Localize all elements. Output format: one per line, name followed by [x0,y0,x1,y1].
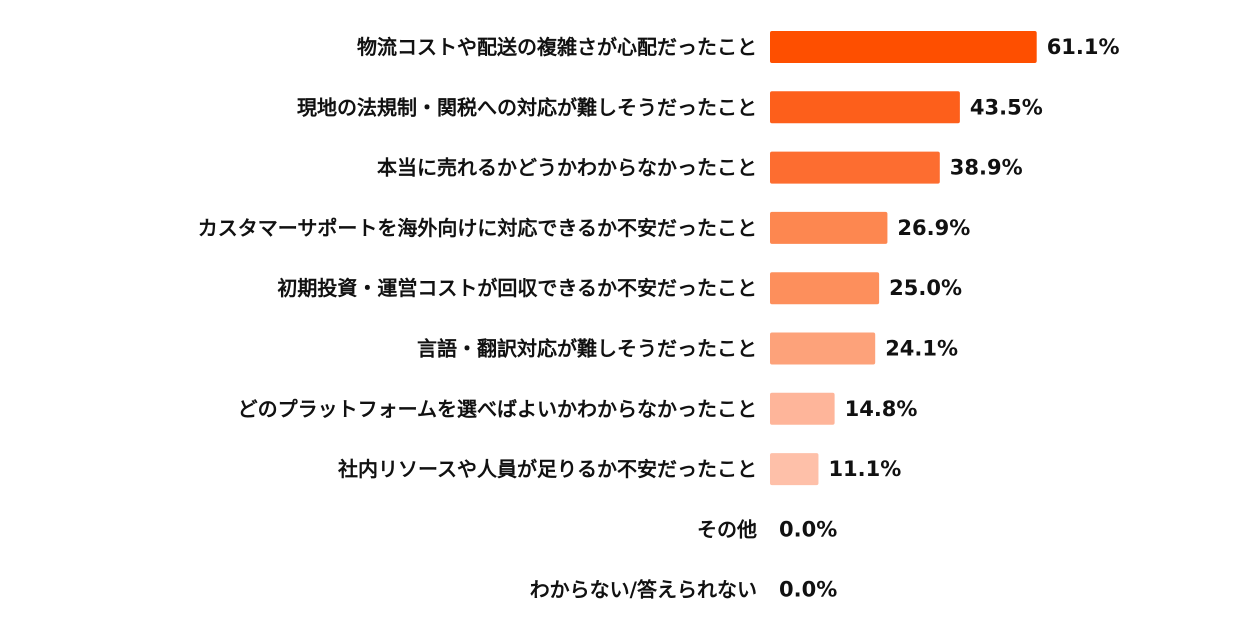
bar-row: 現地の法規制・関税への対応が難しそうだったこと 43.5% [297,91,1043,124]
bar [770,272,880,305]
value-label: 26.9% [897,216,970,240]
value-label: 24.1% [885,337,958,361]
bar-row: 本当に売れるかどうかわからなかったこと 38.9% [377,151,1023,184]
bar-row: 言語・翻訳対応が難しそうだったこと 24.1% [417,332,958,365]
bar-row: 初期投資・運営コストが回収できるか不安だったこと 25.0% [277,272,962,305]
category-label: 初期投資・運営コストが回収できるか不安だったこと [277,276,757,300]
value-label: 43.5% [970,95,1043,119]
bar-row: 社内リソースや人員が足りるか不安だったこと 11.1% [337,453,901,486]
category-label: 物流コストや配送の複雑さが心配だったこと [357,35,757,59]
value-label: 0.0% [779,578,837,602]
value-label: 25.0% [889,276,962,300]
category-label: その他 [697,517,757,541]
bar [770,31,1037,63]
value-label: 11.1% [828,457,901,481]
bar [770,211,888,244]
value-label: 0.0% [779,517,837,541]
category-label: わからない/答えられない [530,578,757,602]
value-label: 14.8% [845,397,918,421]
bar [770,392,835,425]
bar-row: カスタマーサポートを海外向けに対応できるか不安だったこと 26.9% [198,211,970,244]
category-label: どのプラットフォームを選べばよいかわからなかったこと [238,397,757,421]
bar-row: 物流コストや配送の複雑さが心配だったこと 61.1% [357,31,1120,63]
category-label: カスタマーサポートを海外向けに対応できるか不安だったこと [198,216,757,240]
value-label: 38.9% [950,156,1023,180]
category-label: 現地の法規制・関税への対応が難しそうだったこと [297,95,757,119]
bar [770,332,876,365]
category-label: 言語・翻訳対応が難しそうだったこと [417,337,757,361]
bar-row: どのプラットフォームを選べばよいかわからなかったこと 14.8% [238,392,918,425]
bar [770,91,960,124]
value-label: 61.1% [1047,35,1120,59]
category-label: 社内リソースや人員が足りるか不安だったこと [337,457,757,481]
bar-row: その他 0.0% [697,517,837,541]
category-label: 本当に売れるかどうかわからなかったこと [377,156,757,180]
bar-row: わからない/答えられない 0.0% [530,578,838,602]
bar [770,453,819,486]
bar [770,151,940,184]
